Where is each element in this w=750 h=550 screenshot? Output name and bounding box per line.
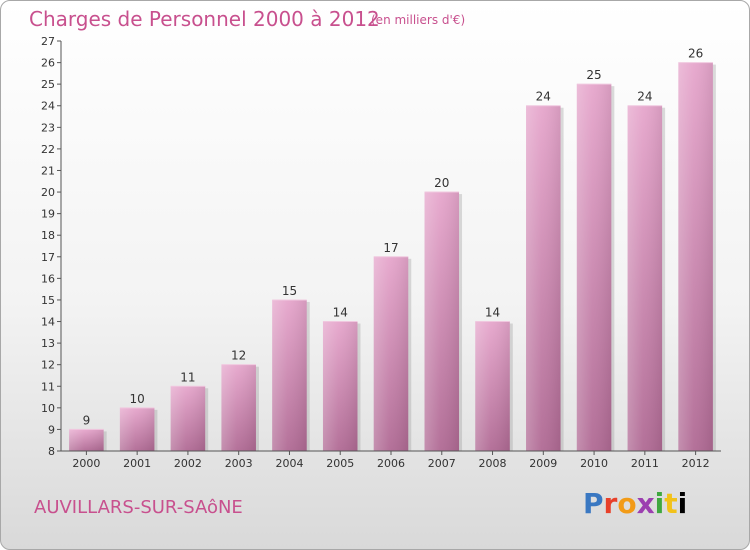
- bar-value-label: 24: [637, 90, 652, 104]
- y-tick-label: 20: [41, 186, 55, 199]
- bar-value-label: 25: [586, 68, 601, 82]
- y-tick-label: 26: [41, 57, 55, 70]
- bar-value-label: 26: [688, 47, 703, 61]
- x-axis: 2000 2001 2002 2003 2004 2005 2006 2007 2008 2009…: [61, 450, 721, 470]
- x-tick-label: 2007: [428, 457, 456, 470]
- x-tick-label: 2002: [174, 457, 202, 470]
- y-tick-label: 22: [41, 143, 55, 156]
- x-tick-label: 2005: [326, 457, 354, 470]
- y-tick-label: 24: [41, 100, 55, 113]
- bar-highlight: [322, 321, 358, 451]
- bar-highlight: [576, 84, 612, 451]
- bar-value-label: 12: [231, 349, 246, 363]
- y-tick-label: 10: [41, 402, 55, 415]
- y-tick-label: 18: [41, 229, 55, 242]
- bar-value-label: 24: [536, 90, 551, 104]
- x-tick-label: 2008: [479, 457, 507, 470]
- bar-value-label: 20: [434, 176, 449, 190]
- bar-value-label: 9: [83, 413, 91, 427]
- bar-highlight: [526, 105, 561, 451]
- chart-title: Charges de Personnel 2000 à 2012: [29, 7, 380, 31]
- y-tick-label: 17: [41, 251, 55, 264]
- y-tick-label: 8: [48, 445, 55, 458]
- bar-highlight: [69, 429, 104, 451]
- bar-value-label: 10: [130, 392, 145, 406]
- y-tick-label: 15: [41, 294, 55, 307]
- y-tick-label: 21: [41, 164, 55, 177]
- y-axis: 8 9 10 11 12 13 14 15 16 17 18 19 20 21 22 23 24 25 26 27: [41, 35, 62, 458]
- proxiti-logo: Proxiti: [583, 487, 688, 520]
- city-name: AUVILLARS-SUR-SAôNE: [34, 497, 243, 518]
- bar-highlight: [475, 321, 510, 451]
- bars: 9 10 11 12 15 14 17 20 14 24 25 24 26: [69, 47, 716, 452]
- y-tick-label: 27: [41, 35, 55, 48]
- y-tick-label: 12: [41, 359, 55, 372]
- bar-highlight: [373, 256, 409, 451]
- bar-highlight: [170, 386, 206, 451]
- bar-highlight: [221, 364, 256, 451]
- y-tick-label: 9: [48, 423, 55, 436]
- x-tick-label: 2006: [377, 457, 405, 470]
- bar-value-label: 14: [485, 306, 500, 320]
- x-tick-label: 2009: [529, 457, 557, 470]
- y-tick-label: 23: [41, 121, 55, 134]
- x-tick-label: 2000: [72, 457, 100, 470]
- y-tick-label: 16: [41, 272, 55, 285]
- x-tick-label: 2001: [123, 457, 151, 470]
- bar-highlight: [424, 192, 460, 452]
- bar-value-label: 17: [383, 241, 398, 255]
- y-tick-label: 11: [41, 380, 55, 393]
- x-tick-label: 2010: [580, 457, 608, 470]
- y-tick-label: 13: [41, 337, 55, 350]
- y-tick-label: 14: [41, 316, 55, 329]
- x-tick-label: 2004: [275, 457, 303, 470]
- y-tick-label: 19: [41, 208, 55, 221]
- bar-value-label: 14: [333, 306, 348, 320]
- bar-highlight: [119, 407, 155, 451]
- y-tick-label: 25: [41, 78, 55, 91]
- x-tick-label: 2012: [682, 457, 710, 470]
- bar-highlight: [272, 299, 307, 451]
- bar-highlight: [678, 62, 713, 451]
- chart-subtitle: (en milliers d'€): [371, 13, 466, 27]
- x-tick-label: 2011: [631, 457, 659, 470]
- bar-highlight: [627, 105, 663, 451]
- x-tick-label: 2003: [225, 457, 253, 470]
- bar-value-label: 11: [180, 370, 195, 384]
- bar-value-label: 15: [282, 284, 297, 298]
